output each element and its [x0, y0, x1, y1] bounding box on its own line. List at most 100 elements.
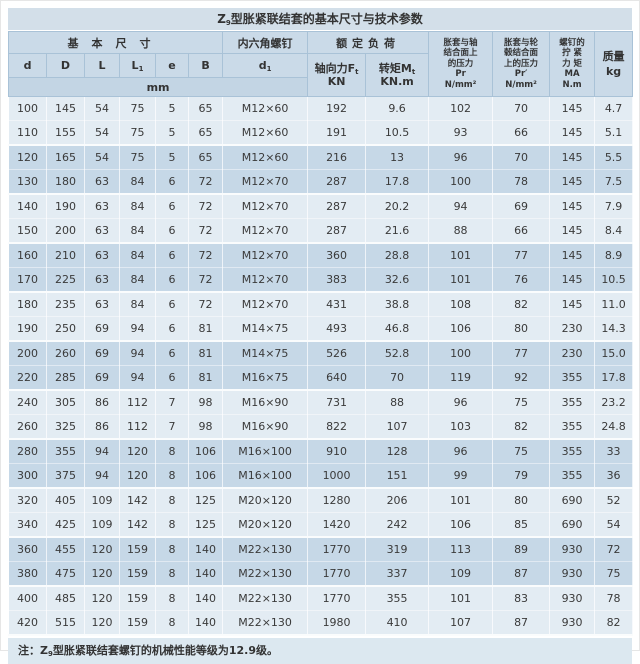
table-cell: 5 [155, 120, 189, 146]
table-cell: 1980 [307, 610, 367, 636]
table-row: 220 285 69 94 6 81 M16×75 640 70 119 92 355 17.8 [8, 365, 634, 391]
table-cell: M12×70 [222, 218, 309, 244]
table-cell: 380 [8, 561, 47, 587]
table-cell: 6 [155, 316, 189, 342]
table-cell: 7 [155, 414, 189, 440]
table-cell: 285 [46, 365, 85, 391]
table-cell: 170 [8, 267, 47, 293]
table-cell: 230 [549, 341, 596, 366]
label-d1-sub: 1 [266, 65, 272, 73]
table-cell: 65 [187, 96, 224, 121]
table-cell: 54 [84, 96, 120, 121]
table-cell: 1000 [307, 463, 367, 489]
table-row: 100 145 54 75 5 65 M12×60 192 9.6 102 70 145 4.7 [8, 96, 634, 121]
table-cell: 425 [46, 512, 85, 538]
table-cell: 120 [119, 463, 156, 489]
table-cell: 355 [549, 390, 596, 415]
table-cell: 145 [549, 218, 596, 244]
table-cell: 4.7 [594, 96, 634, 121]
table-row: 420 515 120 159 8 140 M22×130 1980 410 107 87 930 82 [8, 610, 634, 636]
table-cell: 106 [187, 463, 224, 489]
table-cell: 410 [365, 610, 430, 636]
table-cell: 1770 [307, 537, 367, 562]
table-cell: 109 [84, 512, 120, 538]
table-cell: 822 [307, 414, 367, 440]
table-cell: 130 [8, 169, 47, 195]
table-cell: 375 [46, 463, 85, 489]
header-group-basic-dimensions: 基本尺寸 [7, 31, 224, 54]
table-cell: 100 [8, 96, 47, 121]
table-cell: 5.5 [594, 145, 634, 170]
table-cell: 94 [119, 316, 156, 342]
table-row: 190 250 69 94 6 81 M14×75 493 46.8 106 80 230 14.3 [8, 316, 634, 342]
axial-force-unit: KN [327, 75, 346, 88]
table-cell: 78 [492, 169, 551, 195]
table-cell: M16×75 [222, 365, 309, 391]
table-cell: 930 [549, 561, 596, 587]
table-cell: 1280 [307, 488, 367, 513]
table-header: 基本尺寸 内六角螺钉 额定负荷 胀套与轴 结合面上 的压力 Pr N/mm² 胀… [7, 31, 634, 97]
table-cell: 220 [8, 365, 47, 391]
table-cell: 70 [492, 145, 551, 170]
table-row: 360 455 120 159 8 140 M22×130 1770 319 113 89 930 72 [8, 537, 634, 562]
table-cell: 107 [428, 610, 494, 636]
table-cell: 930 [549, 586, 596, 611]
table-cell: 235 [46, 292, 85, 317]
table-cell: 86 [84, 414, 120, 440]
table-cell: 145 [549, 267, 596, 293]
header-group-hex-screw: 内六角螺钉 [222, 31, 309, 54]
table-cell: 113 [428, 537, 494, 562]
table-cell: 94 [119, 365, 156, 391]
title-text-pre: Z [217, 12, 226, 26]
table-cell: 103 [428, 414, 494, 440]
table-row: 280 355 94 120 8 106 M16×100 910 128 96 75 355 33 [8, 439, 634, 464]
table-cell: 120 [84, 610, 120, 636]
table-cell: 145 [549, 194, 596, 219]
table-cell: 65 [187, 120, 224, 146]
table-cell: 145 [549, 145, 596, 170]
table-cell: 280 [8, 439, 47, 464]
table-cell: 1770 [307, 561, 367, 587]
table-cell: 6 [155, 194, 189, 219]
table-cell: 94 [119, 341, 156, 366]
table-cell: 190 [8, 316, 47, 342]
table-cell: 200 [46, 218, 85, 244]
table-cell: 65 [187, 145, 224, 170]
title-text-post: 型胀紧联结套的基本尺寸与技术参数 [230, 12, 423, 26]
table-cell: 180 [8, 292, 47, 317]
table-cell: 8.9 [594, 243, 634, 268]
table-cell: 96 [428, 145, 494, 170]
table-cell: 84 [119, 267, 156, 293]
table-cell: 106 [187, 439, 224, 464]
table-cell: 731 [307, 390, 367, 415]
table-cell: 66 [492, 218, 551, 244]
table-row: 200 260 69 94 6 81 M14×75 526 52.8 100 77 230 15.0 [8, 341, 634, 366]
table-cell: 83 [492, 586, 551, 611]
table-cell: 109 [428, 561, 494, 587]
table-cell: 72 [187, 169, 224, 195]
table-cell: 155 [46, 120, 85, 146]
table-cell: 337 [365, 561, 430, 587]
table-cell: 77 [492, 341, 551, 366]
table-cell: 46.8 [365, 316, 430, 342]
table-cell: M12×60 [222, 96, 309, 121]
table-cell: 145 [549, 169, 596, 195]
header-col-axial-force: 轴向力Ft KN [307, 53, 367, 97]
table-cell: 287 [307, 169, 367, 195]
table-cell: 72 [187, 292, 224, 317]
table-cell: 7.5 [594, 169, 634, 195]
header-col-L: L [84, 53, 120, 78]
table-cell: 6 [155, 169, 189, 195]
table-cell: 80 [492, 488, 551, 513]
table-cell: 89 [492, 537, 551, 562]
table-row: 240 305 86 112 7 98 M16×90 731 88 96 75 355 23.2 [8, 390, 634, 415]
table-cell: 8 [155, 537, 189, 562]
table-cell: 84 [119, 292, 156, 317]
table-cell: 192 [307, 96, 367, 121]
table-cell: 159 [119, 610, 156, 636]
spec-table: 基本尺寸 内六角螺钉 额定负荷 胀套与轴 结合面上 的压力 Pr N/mm² 胀… [7, 31, 634, 636]
table-cell: 455 [46, 537, 85, 562]
header-col-mass: 质量 kg [594, 31, 634, 97]
header-col-L1: L1 [119, 53, 156, 78]
table-cell: 216 [307, 145, 367, 170]
